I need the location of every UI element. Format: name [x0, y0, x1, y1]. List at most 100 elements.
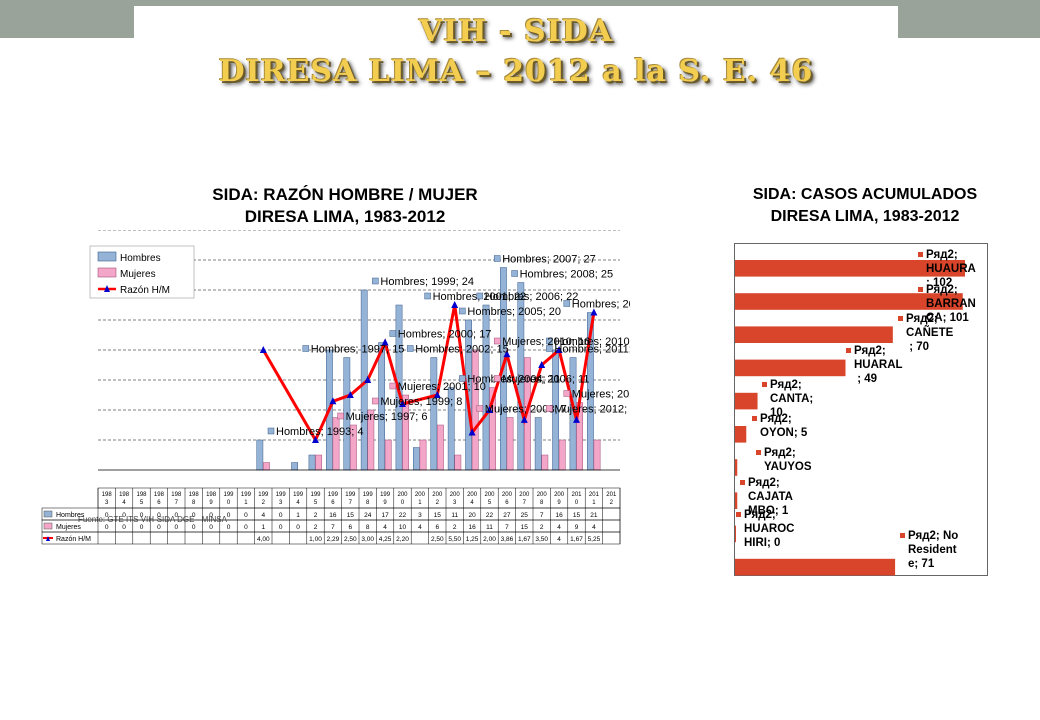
table-cell: 0 — [227, 524, 231, 531]
table-year-top: 200 — [519, 492, 530, 498]
table-cell: 4 — [383, 524, 387, 531]
data-label: Hombres; 2007; 27 — [502, 254, 596, 266]
hbar-label: Ряд2; No Resident e; 71 — [908, 530, 958, 570]
razon-marker — [555, 346, 563, 353]
table-cell: 0 — [209, 512, 213, 519]
data-label: Mujeres; 2012; 7 — [554, 404, 630, 416]
razon-marker — [503, 350, 511, 358]
data-label-key — [389, 382, 397, 390]
data-label: Hombres; 2011; 15 — [554, 344, 630, 356]
hbar-label-key — [736, 512, 741, 517]
data-label-key — [337, 412, 344, 420]
table-cell: 7 — [331, 524, 335, 531]
table-cell: 2 — [453, 524, 457, 531]
table-cell: 25 — [521, 512, 529, 519]
hbar-label: Ряд2; HUAURA; 102 — [926, 249, 976, 289]
razon-marker — [520, 415, 528, 423]
data-label: Mujeres; 2006; 11 — [502, 374, 589, 386]
page-subtitle: DIRESA LIMA – 2012 a la S. E. 46 — [218, 54, 814, 89]
data-label: Hombres; 1999; 24 — [380, 276, 474, 288]
table-cell: 0 — [122, 512, 126, 519]
table-cell: 21 — [590, 512, 598, 519]
table-year-top: 199 — [310, 492, 321, 498]
data-label-key — [459, 307, 466, 315]
table-year-top: 198 — [102, 492, 113, 498]
table-year-top: 199 — [363, 492, 374, 498]
data-label: Mujeres; 1997; 6 — [346, 411, 428, 423]
right-chart-title: SIDA: CASOS ACUMULADOS DIRESA LIMA, 1983… — [715, 184, 1015, 228]
razon-marker — [399, 400, 406, 407]
table-year-bottom: 1 — [244, 500, 248, 506]
source-note: Fuente: GTE ITS VIH-SIDA DGE - MINSA — [78, 515, 228, 524]
bar-hombres-1992 — [256, 439, 264, 471]
table-row-label: Razón H/M — [56, 536, 91, 543]
table-year-top: 200 — [397, 492, 408, 498]
table-year-top: 198 — [171, 492, 182, 498]
table-cell: 11 — [486, 524, 493, 531]
table-cell: 0 — [105, 524, 109, 531]
razon-marker — [364, 376, 372, 383]
table-year-top: 201 — [589, 492, 600, 498]
hbar-HUAURA — [735, 260, 965, 277]
data-label: Hombres; 2002; 15 — [415, 344, 509, 356]
table-cell: 2 — [540, 524, 544, 531]
data-label-key — [546, 345, 553, 352]
table-cell: 6 — [435, 524, 439, 531]
table-year-top: 200 — [450, 492, 461, 498]
hbar-label: Ряд2; CAJATA MBO; 1 — [748, 477, 793, 517]
razon-marker — [451, 301, 459, 308]
table-year-top: 200 — [554, 492, 565, 498]
table-row-label: Hombres — [56, 512, 85, 519]
table-year-top: 198 — [136, 492, 147, 498]
table-cell: 1,67 — [570, 536, 583, 543]
table-year-bottom: 3 — [105, 500, 109, 506]
hbar-label: Ряд2; HUAROC HIRI; 0 — [744, 509, 794, 549]
table-year-bottom: 1 — [592, 500, 596, 506]
table-cell: 7 — [505, 524, 509, 531]
table-row-box — [41, 531, 621, 545]
table-cell: 17 — [381, 512, 389, 519]
data-label-key — [372, 277, 379, 285]
bar-mujeres-2003 — [454, 454, 462, 471]
table-cell: 27 — [503, 512, 511, 519]
table-cell: 0 — [174, 512, 178, 519]
table-cell: 3 — [418, 512, 422, 519]
hbar-CAJATAMBO — [735, 492, 738, 509]
table-cell: 0 — [140, 524, 144, 531]
bar-mujeres-2002 — [437, 424, 444, 471]
table-row-key — [43, 522, 53, 530]
table-year-top: 200 — [484, 492, 495, 498]
razon-line — [262, 304, 596, 444]
bar-mujeres-2006 — [506, 417, 514, 471]
table-cell: 5,50 — [448, 536, 461, 543]
table-cell: 15 — [434, 512, 442, 519]
hbar-label: Ряд2; CANTA; 10 — [770, 379, 813, 419]
table-cell: 0 — [122, 524, 126, 531]
table-year-top: 200 — [415, 492, 426, 498]
table-year-top: 198 — [189, 492, 200, 498]
table-cell: 2,29 — [327, 536, 340, 543]
table-year-bottom: 2 — [436, 500, 440, 506]
table-cell: 24 — [364, 512, 372, 519]
data-label-key — [459, 375, 466, 382]
table-year-top: 199 — [258, 492, 269, 498]
table-cell: 7 — [540, 512, 544, 519]
hbar-label-key — [756, 450, 761, 455]
table-year-top: 199 — [345, 492, 356, 498]
razon-marker — [486, 406, 493, 413]
table-year-top: 198 — [119, 492, 130, 498]
table-cell: 1,00 — [309, 536, 322, 543]
table-cell: 0 — [279, 512, 283, 519]
razon-marker — [433, 391, 441, 398]
table-cell: 2 — [314, 512, 318, 519]
table-year-bottom: 7 — [349, 500, 353, 506]
bar-mujeres-1995 — [315, 454, 323, 471]
data-label-key — [546, 405, 553, 412]
table-year-bottom: 8 — [366, 500, 370, 506]
table-cell: 2 — [314, 524, 318, 531]
table-cell: 20 — [468, 512, 476, 519]
table-year-top: 200 — [537, 492, 548, 498]
table-row-key-marker — [46, 536, 50, 541]
bar-hombres-2001 — [413, 447, 420, 471]
